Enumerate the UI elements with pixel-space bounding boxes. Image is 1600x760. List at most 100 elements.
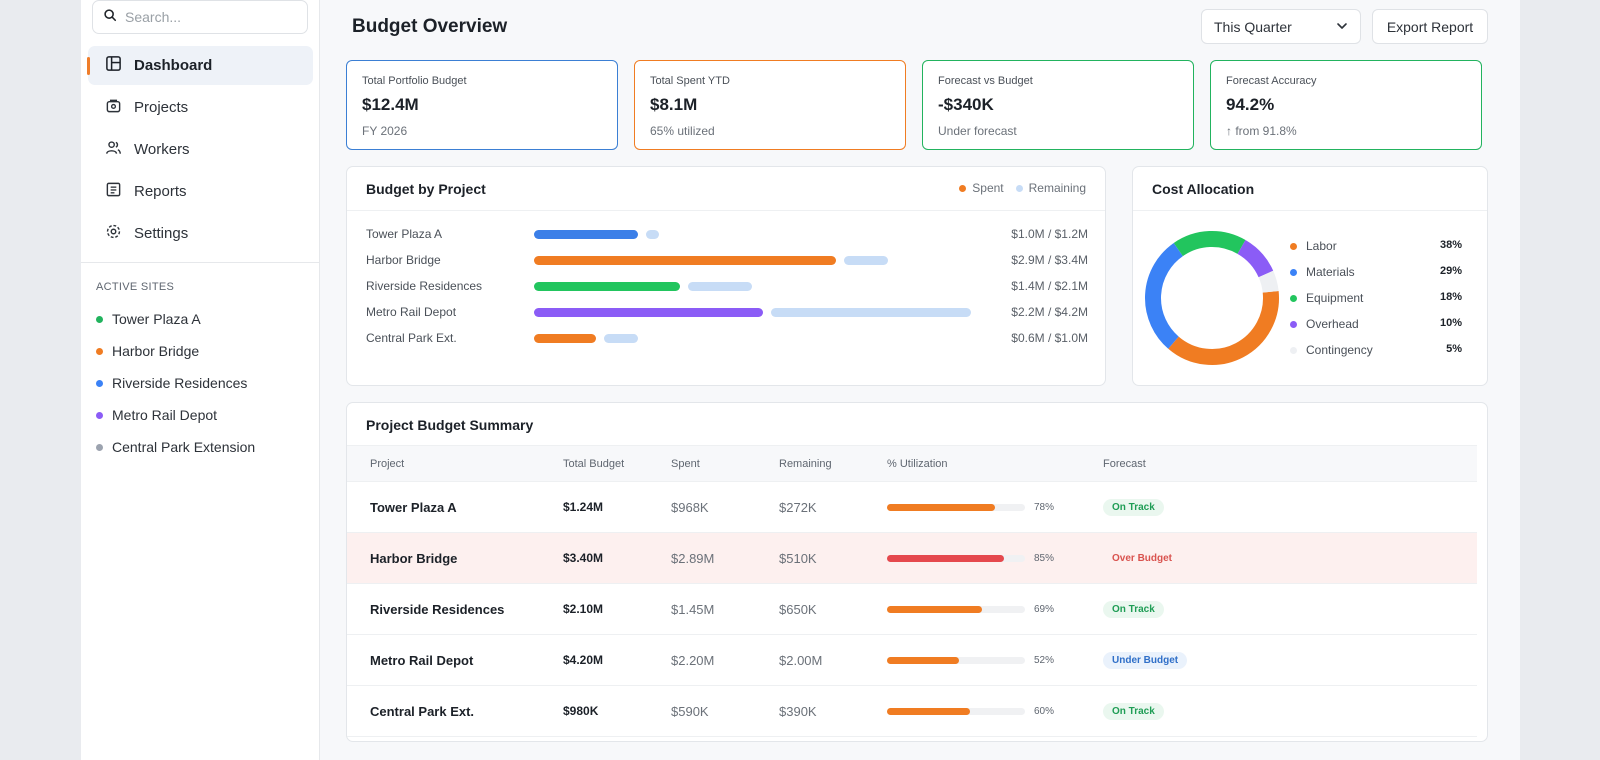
site-item-metro-rail-depot[interactable]: Metro Rail Depot <box>96 399 255 431</box>
sidebar-item-label: Dashboard <box>134 57 213 74</box>
kpi-value: -$340K <box>938 95 994 114</box>
remaining-bar <box>770 308 971 317</box>
cell-forecast: On Track <box>1103 583 1477 635</box>
kpi-card-forecast-accuracy: Forecast Accuracy 94.2% ↑ from 91.8% <box>1210 60 1482 150</box>
cell-forecast: On Track <box>1103 685 1477 737</box>
period-select[interactable]: This Quarter <box>1201 9 1361 44</box>
column-header-utilization[interactable]: % Utilization <box>887 445 1103 482</box>
cell-utilization: 60% <box>887 685 1103 737</box>
site-label: Tower Plaza A <box>112 311 201 327</box>
search-icon <box>103 8 117 27</box>
spent-bar <box>534 282 680 291</box>
bar-value-label: $0.6M / $1.0M <box>1011 331 1088 345</box>
legend-label: Remaining <box>1028 181 1086 195</box>
utilization-percent: 85% <box>1034 552 1055 564</box>
allocation-item-overhead: Overhead 10% <box>1290 316 1462 334</box>
allocation-label: Materials <box>1306 265 1355 279</box>
cell-utilization: 52% <box>887 634 1103 686</box>
search-input[interactable] <box>125 9 295 25</box>
cell-remaining: $510K <box>779 532 887 584</box>
card-title: Project Budget Summary <box>366 417 534 433</box>
legend-item-remaining: Remaining <box>1015 181 1086 195</box>
allocation-swatch <box>1290 347 1297 354</box>
site-label: Central Park Extension <box>112 439 256 455</box>
kpi-card-forecast-vs-budget: Forecast vs Budget -$340K Under forecast <box>922 60 1194 150</box>
project-budget-summary-card: Project Budget Summary Project Total Bud… <box>346 402 1488 742</box>
sidebar-item-dashboard[interactable]: Dashboard <box>87 46 313 85</box>
bar-project-name: Harbor Bridge <box>366 253 441 267</box>
allocation-percent: 29% <box>1439 265 1462 277</box>
chevron-down-icon <box>1336 19 1348 35</box>
kpi-subtext: ↑ from 91.8% <box>1226 124 1297 138</box>
settings-icon <box>105 223 134 244</box>
sidebar-divider <box>81 262 320 263</box>
table-row[interactable]: Harbor Bridge $3.40M $2.89M $510K 85% Ov… <box>347 532 1477 584</box>
column-header-remaining[interactable]: Remaining <box>779 445 887 482</box>
site-item-central-park-extension[interactable]: Central Park Extension <box>96 431 255 463</box>
bar-value-label: $1.0M / $1.2M <box>1011 227 1088 241</box>
chart-legend: Spent Remaining <box>947 181 1086 195</box>
cell-total-budget: $4.20M <box>563 634 671 686</box>
utilization-track <box>887 503 1025 511</box>
sidebar-item-reports[interactable]: Reports <box>88 172 313 211</box>
table-row[interactable]: Riverside Residences $2.10M $1.45M $650K… <box>347 583 1477 635</box>
sidebar-item-label: Reports <box>134 183 187 200</box>
page-title: Budget Overview <box>352 16 508 37</box>
cell-forecast: Under Budget <box>1103 634 1477 686</box>
spent-bar <box>534 230 639 239</box>
utilization-track <box>887 707 1025 715</box>
cost-allocation-card: Cost Allocation Labor 38% Materials 29% … <box>1132 166 1488 386</box>
site-item-tower-plaza-a[interactable]: Tower Plaza A <box>96 303 255 335</box>
site-status-dot <box>96 379 103 387</box>
cell-spent: $968K <box>671 481 779 533</box>
site-status-dot <box>96 411 103 419</box>
utilization-percent: 52% <box>1034 654 1055 666</box>
sidebar: Dashboard Projects Workers Reports Setti… <box>81 0 320 760</box>
site-label: Metro Rail Depot <box>112 407 218 423</box>
sidebar-item-workers[interactable]: Workers <box>88 130 313 169</box>
table-header-row: Project Total Budget Spent Remaining % U… <box>347 445 1477 482</box>
kpi-value: 94.2% <box>1226 95 1275 114</box>
export-report-button[interactable]: Export Report <box>1372 9 1488 44</box>
allocation-percent: 18% <box>1439 291 1462 303</box>
project-bar-row: Riverside Residences $1.4M / $2.1M <box>366 277 1088 297</box>
cell-spent: $590K <box>671 685 779 737</box>
column-header-total-budget[interactable]: Total Budget <box>563 445 671 482</box>
project-budget-table: Project Total Budget Spent Remaining % U… <box>347 445 1477 737</box>
card-divider <box>1133 210 1487 211</box>
cost-allocation-donut <box>1145 231 1279 365</box>
table-row[interactable]: Metro Rail Depot $4.20M $2.20M $2.00M 52… <box>347 634 1477 686</box>
search-box[interactable] <box>92 0 308 34</box>
cell-utilization: 78% <box>887 481 1103 533</box>
kpi-label: Forecast vs Budget <box>938 75 1033 87</box>
kpi-subtext: FY 2026 <box>362 124 408 138</box>
reports-icon <box>105 181 134 202</box>
utilization-track <box>887 605 1025 613</box>
utilization-fill <box>887 707 970 715</box>
site-status-dot <box>96 347 103 355</box>
utilization-fill <box>887 656 959 664</box>
column-header-project[interactable]: Project <box>347 445 563 482</box>
cell-spent: $2.20M <box>671 634 779 686</box>
site-item-harbor-bridge[interactable]: Harbor Bridge <box>96 335 255 367</box>
column-header-forecast[interactable]: Forecast <box>1103 445 1477 482</box>
table-row[interactable]: Central Park Ext. $980K $590K $390K 60% … <box>347 685 1477 737</box>
column-header-spent[interactable]: Spent <box>671 445 779 482</box>
cell-total-budget: $980K <box>563 685 671 737</box>
sidebar-item-settings[interactable]: Settings <box>88 214 313 253</box>
utilization-fill <box>887 503 995 511</box>
site-item-riverside-residences[interactable]: Riverside Residences <box>96 367 255 399</box>
utilization-percent: 78% <box>1034 501 1055 513</box>
sidebar-item-projects[interactable]: Projects <box>88 88 313 127</box>
project-bar-row: Central Park Ext. $0.6M / $1.0M <box>366 329 1088 349</box>
cell-spent: $2.89M <box>671 532 779 584</box>
allocation-label: Equipment <box>1306 291 1364 305</box>
bar-project-name: Central Park Ext. <box>366 331 457 345</box>
spent-bar <box>534 334 597 343</box>
kpi-label: Total Spent YTD <box>650 75 730 87</box>
cell-remaining: $272K <box>779 481 887 533</box>
workers-icon <box>105 139 134 160</box>
table-row[interactable]: Tower Plaza A $1.24M $968K $272K 78% On … <box>347 481 1477 533</box>
bar-value-label: $2.2M / $4.2M <box>1011 305 1088 319</box>
card-divider <box>347 210 1105 211</box>
